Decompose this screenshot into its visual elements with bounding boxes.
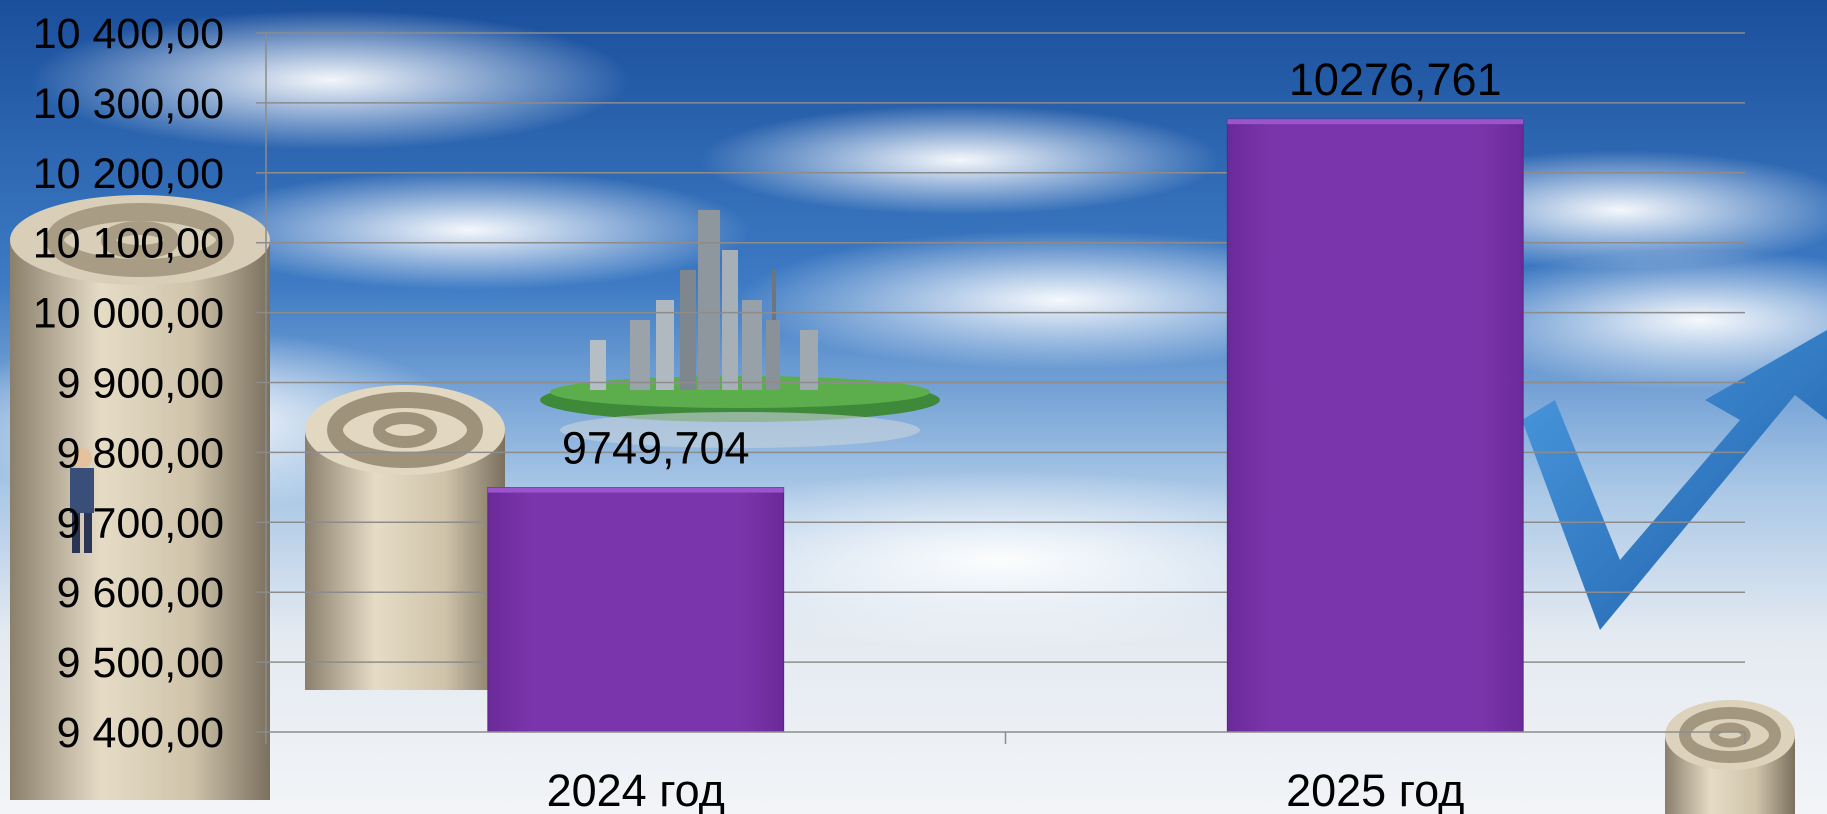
cloud — [700, 105, 1220, 215]
cloud — [740, 230, 1380, 370]
bar-top-bevel — [1227, 119, 1524, 125]
y-tick-label: 9 500,00 — [57, 639, 224, 687]
y-tick-label: 10 100,00 — [33, 220, 224, 268]
y-tick-label: 9 700,00 — [57, 499, 224, 547]
y-tick-label: 9 800,00 — [57, 429, 224, 477]
y-tick-label: 10 200,00 — [33, 150, 224, 198]
bars — [487, 118, 1524, 733]
bar-top-bevel — [487, 487, 784, 493]
cloud — [30, 10, 630, 150]
labels: 9 400,00 9 500,00 9 600,00 9 700,00 9 800,00… — [33, 10, 1502, 814]
bar — [487, 487, 785, 733]
y-tick-label: 9 900,00 — [57, 360, 224, 408]
y-tick-label: 10 300,00 — [33, 80, 224, 128]
data-label: 10276,761 — [1289, 54, 1502, 105]
data-label: 9749,704 — [562, 423, 750, 474]
axes — [256, 32, 1746, 744]
x-tick-label: 2024 год — [547, 765, 725, 814]
y-tick-label: 9 600,00 — [57, 569, 224, 617]
x-tick-label: 2025 год — [1286, 765, 1464, 814]
y-tick-label: 9 400,00 — [57, 709, 224, 757]
bar — [1226, 118, 1524, 733]
checkmark-arrow — [1522, 330, 1827, 630]
y-tick-label: 10 400,00 — [33, 10, 224, 58]
at-sign-cylinder — [10, 195, 270, 800]
floating-city-island — [540, 210, 940, 448]
at-sign-cylinder — [1665, 700, 1795, 814]
cloud — [620, 470, 1380, 650]
y-tick-label: 10 000,00 — [33, 290, 224, 338]
business-person — [70, 448, 94, 553]
cloud — [190, 170, 750, 290]
at-sign-cylinder — [305, 385, 505, 690]
cloud — [1440, 250, 1827, 390]
